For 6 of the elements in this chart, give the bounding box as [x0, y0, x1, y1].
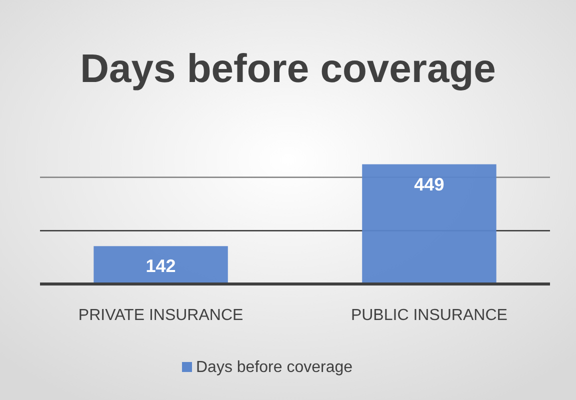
- legend-label: Days before coverage: [196, 359, 353, 376]
- x-tick-label: PRIVATE INSURANCE: [78, 307, 244, 324]
- x-tick-label: PUBLIC INSURANCE: [350, 307, 508, 324]
- chart-title: Days before coverage: [80, 47, 496, 91]
- data-label: 449: [414, 174, 444, 194]
- data-label: 142: [146, 256, 176, 276]
